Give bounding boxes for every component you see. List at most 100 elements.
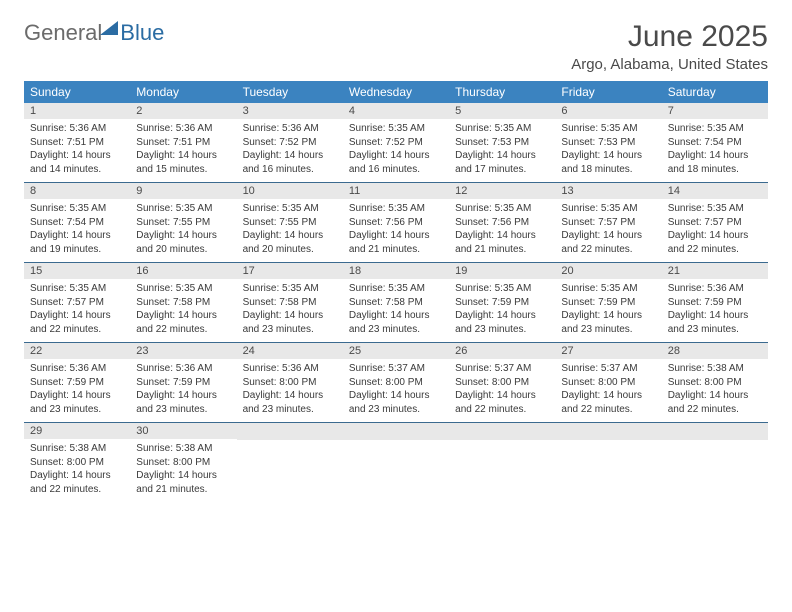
day-content: Sunrise: 5:36 AMSunset: 7:59 PMDaylight:… [130,359,236,416]
day-daylight1: Daylight: 14 hours [668,309,762,323]
day-content: Sunrise: 5:37 AMSunset: 8:00 PMDaylight:… [555,359,661,416]
day-daylight1: Daylight: 14 hours [561,229,655,243]
day-sunset: Sunset: 8:00 PM [349,376,443,390]
day-cell: 8Sunrise: 5:35 AMSunset: 7:54 PMDaylight… [24,183,130,262]
day-sunset: Sunset: 7:52 PM [243,136,337,150]
day-cell: 6Sunrise: 5:35 AMSunset: 7:53 PMDaylight… [555,103,661,182]
week-row: 8Sunrise: 5:35 AMSunset: 7:54 PMDaylight… [24,183,768,263]
day-content: Sunrise: 5:36 AMSunset: 7:59 PMDaylight:… [24,359,130,416]
day-daylight2: and 21 minutes. [349,243,443,257]
day-daylight2: and 20 minutes. [243,243,337,257]
day-sunrise: Sunrise: 5:38 AM [136,442,230,456]
day-sunrise: Sunrise: 5:35 AM [455,202,549,216]
day-daylight2: and 22 minutes. [455,403,549,417]
day-sunset: Sunset: 7:52 PM [349,136,443,150]
day-sunrise: Sunrise: 5:36 AM [136,362,230,376]
day-number: 12 [449,183,555,199]
day-sunrise: Sunrise: 5:35 AM [243,202,337,216]
day-content: Sunrise: 5:37 AMSunset: 8:00 PMDaylight:… [343,359,449,416]
day-content: Sunrise: 5:35 AMSunset: 7:54 PMDaylight:… [662,119,768,176]
day-sunset: Sunset: 7:55 PM [243,216,337,230]
day-sunrise: Sunrise: 5:36 AM [243,122,337,136]
title-section: June 2025 Argo, Alabama, United States [571,20,768,73]
day-sunset: Sunset: 7:57 PM [561,216,655,230]
day-content: Sunrise: 5:35 AMSunset: 7:54 PMDaylight:… [24,199,130,256]
day-cell: 27Sunrise: 5:37 AMSunset: 8:00 PMDayligh… [555,343,661,422]
day-daylight1: Daylight: 14 hours [561,309,655,323]
day-daylight1: Daylight: 14 hours [455,309,549,323]
day-daylight2: and 23 minutes. [30,403,124,417]
day-daylight2: and 22 minutes. [668,243,762,257]
day-content: Sunrise: 5:35 AMSunset: 7:58 PMDaylight:… [237,279,343,336]
day-number: 16 [130,263,236,279]
day-daylight1: Daylight: 14 hours [349,309,443,323]
day-number: 14 [662,183,768,199]
day-daylight2: and 20 minutes. [136,243,230,257]
day-sunrise: Sunrise: 5:35 AM [136,202,230,216]
day-daylight2: and 16 minutes. [349,163,443,177]
day-daylight2: and 22 minutes. [30,323,124,337]
day-content: Sunrise: 5:35 AMSunset: 7:58 PMDaylight:… [343,279,449,336]
weekday-thursday: Thursday [449,81,555,103]
day-content: Sunrise: 5:38 AMSunset: 8:00 PMDaylight:… [662,359,768,416]
day-number: 19 [449,263,555,279]
day-content: Sunrise: 5:38 AMSunset: 8:00 PMDaylight:… [130,439,236,496]
logo-text-blue: Blue [120,20,164,46]
day-daylight2: and 14 minutes. [30,163,124,177]
day-content: Sunrise: 5:35 AMSunset: 7:57 PMDaylight:… [555,199,661,256]
day-sunrise: Sunrise: 5:36 AM [30,122,124,136]
day-sunrise: Sunrise: 5:37 AM [455,362,549,376]
day-daylight1: Daylight: 14 hours [30,469,124,483]
weekday-monday: Monday [130,81,236,103]
day-cell: 12Sunrise: 5:35 AMSunset: 7:56 PMDayligh… [449,183,555,262]
day-daylight2: and 23 minutes. [349,323,443,337]
day-sunrise: Sunrise: 5:38 AM [30,442,124,456]
day-cell: 16Sunrise: 5:35 AMSunset: 7:58 PMDayligh… [130,263,236,342]
day-cell: 15Sunrise: 5:35 AMSunset: 7:57 PMDayligh… [24,263,130,342]
day-cell: 21Sunrise: 5:36 AMSunset: 7:59 PMDayligh… [662,263,768,342]
day-number: 18 [343,263,449,279]
day-daylight2: and 17 minutes. [455,163,549,177]
day-content: Sunrise: 5:35 AMSunset: 7:55 PMDaylight:… [130,199,236,256]
day-number: 1 [24,103,130,119]
day-cell: 2Sunrise: 5:36 AMSunset: 7:51 PMDaylight… [130,103,236,182]
day-daylight1: Daylight: 14 hours [243,229,337,243]
week-row: 22Sunrise: 5:36 AMSunset: 7:59 PMDayligh… [24,343,768,423]
page-header: General Blue June 2025 Argo, Alabama, Un… [24,20,768,73]
day-sunrise: Sunrise: 5:35 AM [136,282,230,296]
empty-day-cell [449,423,555,502]
day-daylight1: Daylight: 14 hours [349,149,443,163]
day-daylight1: Daylight: 14 hours [136,389,230,403]
day-daylight1: Daylight: 14 hours [30,229,124,243]
day-number: 4 [343,103,449,119]
day-daylight1: Daylight: 14 hours [561,149,655,163]
day-sunset: Sunset: 7:58 PM [243,296,337,310]
day-daylight1: Daylight: 14 hours [243,389,337,403]
day-number: 23 [130,343,236,359]
day-sunrise: Sunrise: 5:36 AM [668,282,762,296]
day-sunset: Sunset: 7:58 PM [136,296,230,310]
day-content: Sunrise: 5:35 AMSunset: 7:56 PMDaylight:… [343,199,449,256]
day-sunset: Sunset: 8:00 PM [561,376,655,390]
day-content: Sunrise: 5:36 AMSunset: 7:51 PMDaylight:… [24,119,130,176]
day-daylight2: and 22 minutes. [136,323,230,337]
day-number: 11 [343,183,449,199]
day-content: Sunrise: 5:35 AMSunset: 7:57 PMDaylight:… [662,199,768,256]
day-cell: 28Sunrise: 5:38 AMSunset: 8:00 PMDayligh… [662,343,768,422]
day-sunset: Sunset: 7:59 PM [668,296,762,310]
day-number: 30 [130,423,236,439]
logo-triangle-icon [100,21,118,35]
day-number: 25 [343,343,449,359]
day-cell: 30Sunrise: 5:38 AMSunset: 8:00 PMDayligh… [130,423,236,502]
day-content: Sunrise: 5:35 AMSunset: 7:57 PMDaylight:… [24,279,130,336]
day-daylight2: and 22 minutes. [30,483,124,497]
day-content: Sunrise: 5:35 AMSunset: 7:53 PMDaylight:… [555,119,661,176]
day-sunrise: Sunrise: 5:35 AM [561,122,655,136]
day-sunset: Sunset: 7:56 PM [455,216,549,230]
day-number: 17 [237,263,343,279]
day-content: Sunrise: 5:36 AMSunset: 7:59 PMDaylight:… [662,279,768,336]
day-daylight1: Daylight: 14 hours [668,149,762,163]
day-content: Sunrise: 5:35 AMSunset: 7:58 PMDaylight:… [130,279,236,336]
day-number: 8 [24,183,130,199]
day-number: 26 [449,343,555,359]
